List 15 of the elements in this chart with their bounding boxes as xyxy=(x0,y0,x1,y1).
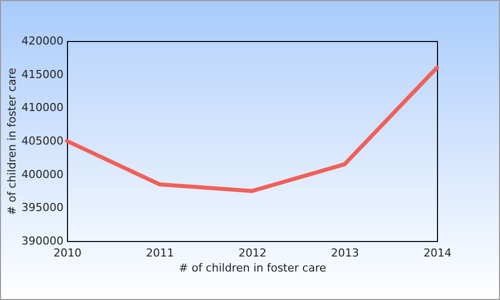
x-tick-label: 2014 xyxy=(424,246,452,260)
y-tick-label: 400000 xyxy=(22,168,64,181)
y-tick-label: 395000 xyxy=(22,201,64,214)
x-tick-label: 2011 xyxy=(146,246,174,260)
line-series xyxy=(65,66,439,193)
y-tick-label: 415000 xyxy=(22,68,64,81)
x-tick-label: 2012 xyxy=(238,246,266,260)
y-tick-label: 410000 xyxy=(22,101,64,114)
x-axis-title: # of children in foster care xyxy=(178,262,326,274)
x-tick-label: 2013 xyxy=(331,246,359,260)
y-tick-label: 390000 xyxy=(22,234,64,248)
x-tick-label: 2010 xyxy=(54,246,82,260)
y-axis-title: # of children in foster care xyxy=(6,68,19,216)
y-tick-label: 405000 xyxy=(22,134,64,148)
y-tick-label: 420000 xyxy=(22,34,64,48)
